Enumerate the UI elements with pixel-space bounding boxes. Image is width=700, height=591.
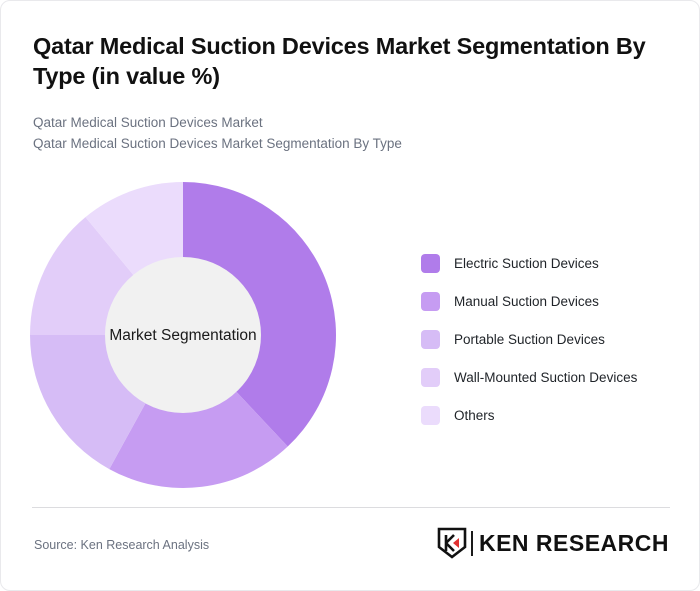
legend-label: Others (454, 407, 495, 423)
donut-center-label: Market Segmentation (109, 327, 256, 344)
donut-slice[interactable] (183, 182, 336, 447)
legend-label: Manual Suction Devices (454, 293, 599, 309)
donut-slice[interactable] (109, 335, 288, 488)
legend-label: Electric Suction Devices (454, 255, 599, 271)
legend-swatch (421, 367, 440, 387)
legend-swatch (421, 253, 440, 273)
legend-item[interactable]: Portable Suction Devices (421, 320, 686, 358)
logo-wordmark: KEN RESEARCH (478, 529, 669, 556)
donut-hole (105, 257, 261, 413)
legend-swatch (421, 291, 440, 311)
ken-research-shield-logo-icon (437, 527, 467, 559)
source-note: Source: Ken Research Analysis (34, 538, 210, 552)
legend-swatch (421, 405, 440, 425)
chart-legend: Electric Suction Devices Manual Suction D… (421, 244, 686, 434)
subtitle-line-2: Qatar Medical Suction Devices Market Seg… (33, 135, 402, 151)
subtitle-line-1: Qatar Medical Suction Devices Market (33, 115, 263, 130)
legend-item[interactable]: Electric Suction Devices (421, 244, 686, 282)
legend-item[interactable]: Others (421, 396, 686, 434)
brand-logo: KEN RESEARCH (437, 525, 669, 561)
donut-chart: Market Segmentation (29, 173, 349, 498)
legend-label: Wall-Mounted Suction Devices (454, 369, 638, 385)
footer-divider (32, 507, 670, 508)
legend-item[interactable]: Wall-Mounted Suction Devices (421, 358, 686, 396)
legend-item[interactable]: Manual Suction Devices (421, 282, 686, 320)
legend-label: Portable Suction Devices (454, 331, 605, 347)
subtitle-block: Qatar Medical Suction Devices Market Qat… (33, 113, 633, 155)
logo-accent-triangle (452, 538, 459, 548)
logo-separator (470, 530, 473, 556)
donut-chart-svg: Market Segmentation (30, 182, 336, 488)
page-title: Qatar Medical Suction Devices Market Seg… (33, 33, 646, 90)
legend-swatch (421, 329, 440, 349)
